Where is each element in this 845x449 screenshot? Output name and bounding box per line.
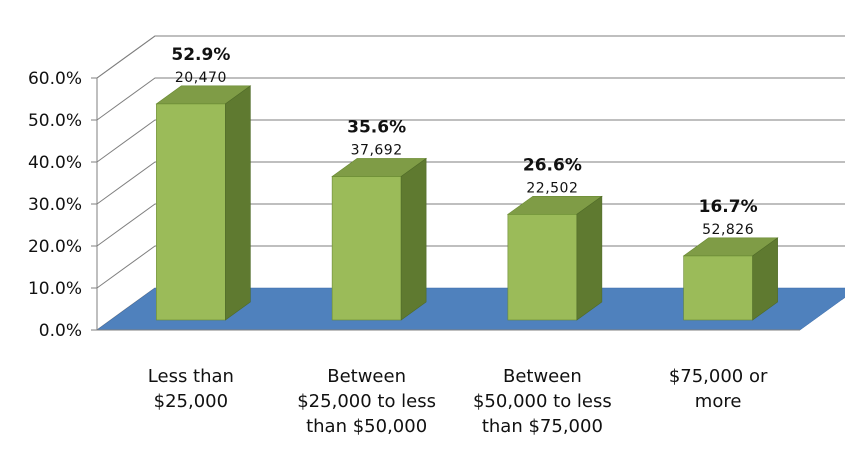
bar-side [576, 195, 603, 321]
bar-front [331, 176, 402, 321]
bar-percent-label: 16.7% [699, 197, 758, 217]
gridline [96, 35, 845, 79]
y-tick-label: 20.0% [28, 237, 82, 257]
gridlines [96, 35, 845, 289]
category-label: $75,000 or [669, 366, 768, 387]
bar [155, 85, 252, 321]
bar-side [752, 237, 778, 321]
category-label: more [695, 391, 742, 412]
y-tick-label: 60.0% [28, 69, 82, 89]
bar-percent-label: 26.6% [523, 155, 582, 175]
y-tick-label: 40.0% [28, 153, 82, 173]
data-labels: 52.9% 20,470 35.6% 37,692 26.6% 22,502 16.7% 52… [171, 45, 757, 238]
bar [682, 237, 779, 321]
chart-floor [96, 287, 845, 331]
category-label: $25,000 [154, 391, 228, 412]
gridline [96, 203, 845, 247]
category-label: Between [503, 366, 582, 387]
y-axis-ticks: 0.0% 10.0% 20.0% 30.0% 40.0% 50.0% 60.0% [28, 69, 97, 341]
bar [331, 157, 428, 321]
bar-front [156, 103, 226, 321]
bar-front [683, 255, 753, 321]
gridline [96, 245, 845, 289]
bar-count-label: 37,692 [351, 142, 403, 158]
y-tick-label: 30.0% [28, 195, 82, 215]
bar-count-label: 22,502 [526, 180, 578, 196]
bar-percent-label: 52.9% [171, 45, 230, 65]
category-label: Less than [148, 366, 234, 387]
category-label: $25,000 to less [297, 391, 436, 412]
bar [506, 195, 603, 321]
bars [155, 85, 779, 321]
y-tick-label: 50.0% [28, 111, 82, 131]
category-label: than $75,000 [482, 416, 603, 437]
y-tick-label: 0.0% [39, 321, 82, 341]
category-label: than $50,000 [306, 416, 427, 437]
bar-side [400, 157, 427, 321]
bar-front [507, 213, 578, 321]
gridline [96, 161, 845, 205]
bar-percent-label: 35.6% [347, 117, 406, 137]
x-axis-categories: Less than $25,000 Between $25,000 to less th… [148, 366, 768, 437]
gridline [96, 119, 845, 163]
y-tick-label: 10.0% [28, 279, 82, 299]
bar-count-label: 52,826 [702, 222, 754, 238]
category-label: Between [327, 366, 406, 387]
category-label: $50,000 to less [473, 391, 612, 412]
bar-count-label: 20,470 [175, 70, 227, 86]
bar-side [225, 85, 251, 321]
gridline [96, 77, 845, 121]
